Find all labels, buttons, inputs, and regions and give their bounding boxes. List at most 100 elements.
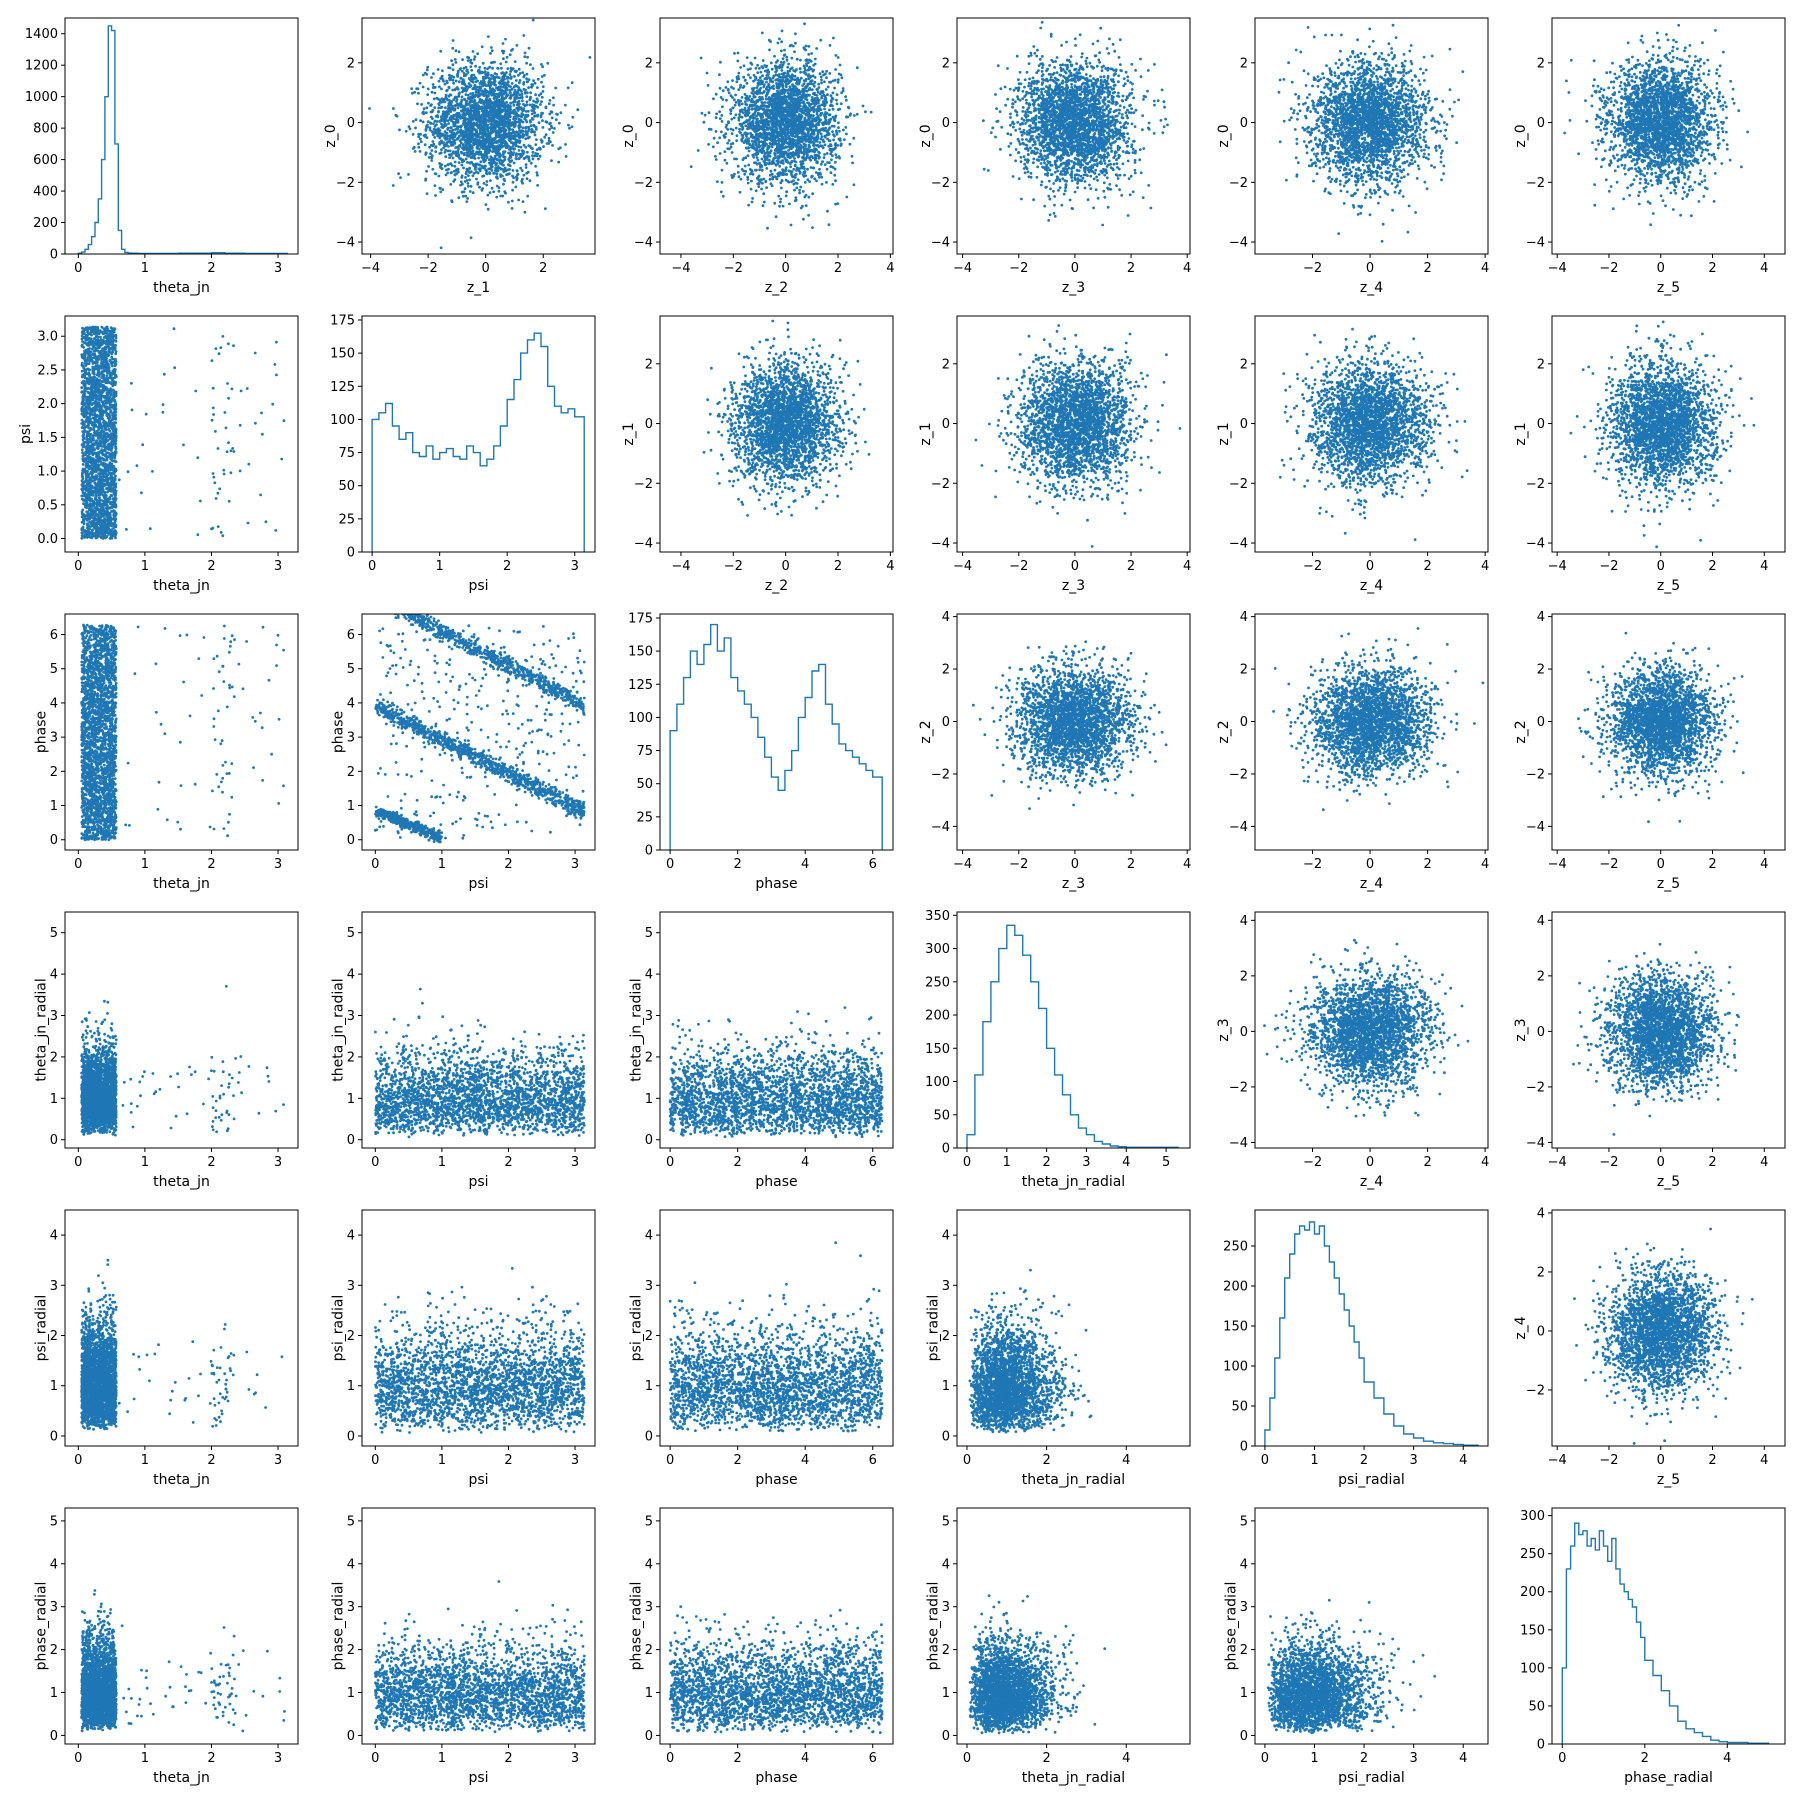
scatter-point (754, 144, 757, 147)
scatter-point (789, 143, 792, 146)
scatter-point (550, 125, 553, 128)
scatter-point (812, 138, 815, 141)
scatter-point (546, 121, 549, 124)
scatter-point (506, 76, 509, 79)
scatter-point (783, 49, 786, 52)
scatter-point (497, 67, 500, 70)
scatter-point (749, 173, 752, 176)
scatter-point (425, 151, 428, 154)
scatter-point (494, 128, 497, 131)
scatter-point (518, 81, 521, 84)
scatter-point (475, 151, 478, 154)
scatter-point (808, 104, 811, 107)
scatter-point (763, 140, 766, 143)
scatter-point (455, 96, 458, 99)
scatter-point (548, 139, 551, 142)
scatter-point (520, 106, 523, 109)
scatter-point (525, 172, 528, 175)
scatter-point (532, 110, 535, 113)
scatter-point (417, 146, 420, 149)
scatter-point (474, 99, 477, 102)
scatter-point (455, 49, 458, 52)
scatter-point (458, 80, 461, 83)
scatter-point (461, 113, 464, 116)
scatter-point (433, 136, 436, 139)
scatter-point (460, 125, 463, 128)
scatter-point (805, 59, 808, 62)
scatter-point (544, 207, 547, 210)
scatter-point (503, 179, 506, 182)
scatter-point (469, 113, 472, 116)
scatter-point (799, 71, 802, 74)
scatter-point (784, 75, 787, 78)
scatter-point (542, 126, 545, 129)
scatter-point (469, 92, 472, 95)
scatter-point (758, 67, 761, 70)
scatter-point (530, 124, 533, 127)
scatter-point (525, 95, 528, 98)
scatter-point (411, 92, 414, 95)
scatter-point (479, 127, 482, 130)
scatter-point (731, 96, 734, 99)
scatter-point (491, 74, 494, 77)
scatter-point (518, 93, 521, 96)
scatter-point (783, 61, 786, 64)
scatter-point (821, 183, 824, 186)
scatter-point (826, 168, 829, 171)
scatter-point (539, 103, 542, 106)
scatter-point (467, 169, 470, 172)
scatter-point (480, 114, 483, 117)
scatter-point (787, 63, 790, 66)
scatter-point (473, 154, 476, 157)
scatter-point (810, 129, 813, 132)
scatter-point (837, 81, 840, 84)
scatter-point (734, 104, 737, 107)
scatter-point (747, 137, 750, 140)
scatter-point (450, 94, 453, 97)
scatter-point (756, 119, 759, 122)
scatter-point (838, 73, 841, 76)
scatter-point (765, 186, 768, 189)
scatter-point (521, 169, 524, 172)
scatter-point (463, 98, 466, 101)
scatter-point (482, 175, 485, 178)
scatter-point (753, 153, 756, 156)
scatter-point (840, 102, 843, 105)
scatter-point (492, 141, 495, 144)
scatter-point (803, 46, 806, 49)
scatter-point (459, 116, 462, 119)
scatter-point (783, 128, 786, 131)
scatter-point (495, 152, 498, 155)
scatter-point (830, 171, 833, 174)
scatter-point (426, 126, 429, 129)
scatter-point (781, 179, 784, 182)
scatter-point (567, 124, 570, 127)
scatter-point (755, 115, 758, 118)
scatter-point (790, 173, 793, 176)
scatter-point (438, 137, 441, 140)
scatter-point (555, 113, 558, 116)
scatter-point (835, 131, 838, 134)
scatter-point (449, 109, 452, 112)
scatter-point (508, 129, 511, 132)
scatter-point (449, 183, 452, 186)
scatter-point (470, 76, 473, 79)
scatter-point (761, 169, 764, 172)
x-tick-label: 2 (207, 261, 215, 276)
scatter-point (773, 202, 776, 205)
scatter-point (519, 167, 522, 170)
scatter-point (466, 139, 469, 142)
scatter-point (502, 57, 505, 60)
scatter-point (788, 135, 791, 138)
scatter-point (828, 161, 831, 164)
scatter-point (503, 72, 506, 75)
scatter-point (701, 112, 704, 115)
scatter-point (822, 94, 825, 97)
scatter-point (513, 125, 516, 128)
scatter-point (450, 117, 453, 120)
scatter-point (425, 111, 428, 114)
scatter-point (803, 139, 806, 142)
scatter-point (811, 192, 814, 195)
scatter-point (479, 71, 482, 74)
scatter-point (824, 163, 827, 166)
